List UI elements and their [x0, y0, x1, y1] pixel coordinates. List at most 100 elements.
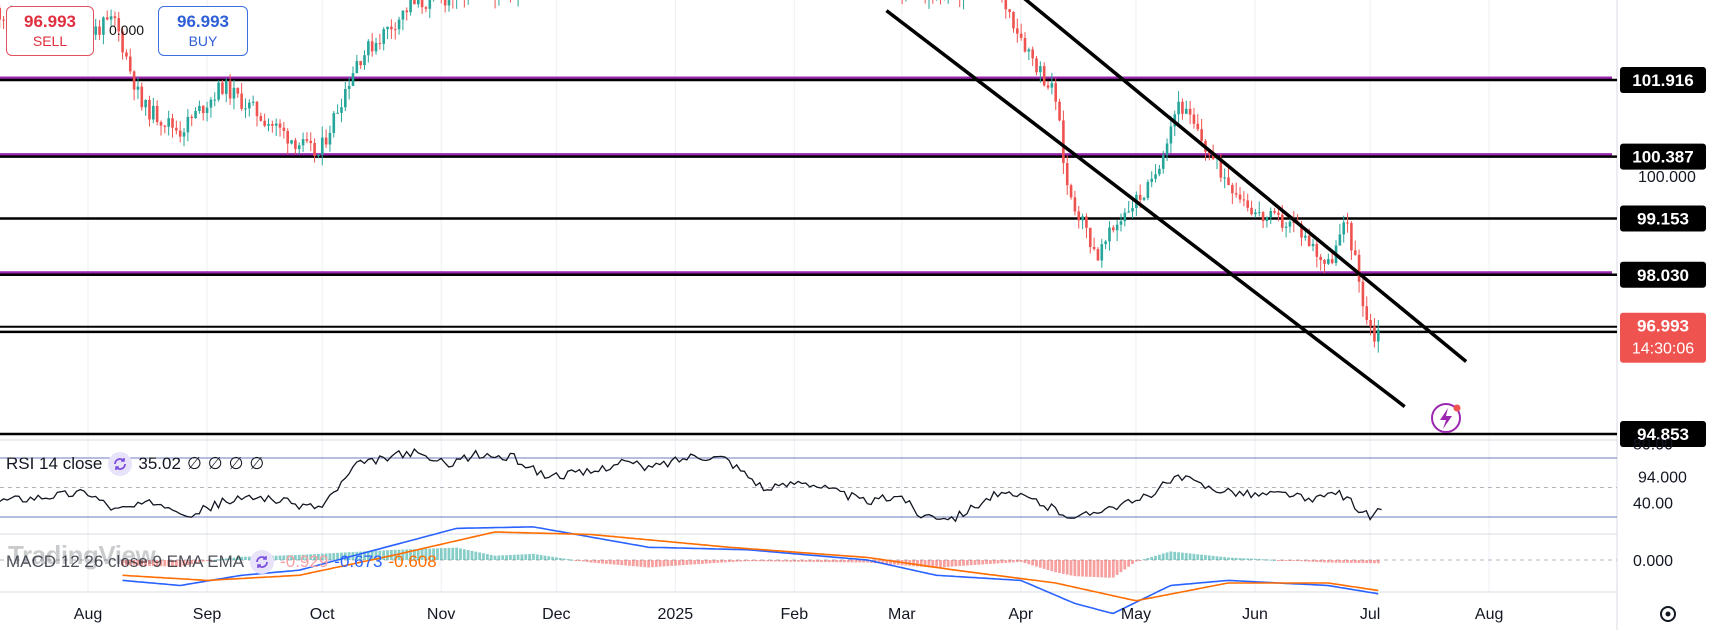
candle-body: [128, 56, 132, 72]
refresh-icon[interactable]: [108, 452, 133, 476]
macd-histogram-bar: [996, 560, 1000, 564]
candle-body: [1004, 0, 1008, 10]
macd-histogram-bar: [1138, 560, 1142, 561]
candle-body: [309, 140, 313, 144]
candle-body: [1323, 260, 1326, 264]
level-price-label: 100.387: [1632, 148, 1693, 167]
macd-histogram-bar: [144, 560, 147, 566]
macd-histogram-bar: [766, 560, 770, 562]
gear-center: [1665, 611, 1671, 617]
macd-histogram-bar: [424, 548, 428, 560]
macd-histogram-bar: [194, 560, 197, 564]
refresh-icon[interactable]: [250, 550, 275, 574]
macd-histogram-bar: [232, 557, 236, 560]
macd-histogram-bar: [885, 560, 889, 565]
macd-histogram-bar: [1261, 559, 1265, 561]
candle-body: [1269, 211, 1273, 218]
candle-body: [1050, 83, 1054, 88]
macd-histogram-bar: [140, 560, 144, 566]
candle-body: [1330, 259, 1334, 264]
macd-histogram-bar: [1219, 556, 1223, 560]
settings-gear-icon[interactable]: [1660, 606, 1676, 622]
candle-body: [217, 82, 220, 100]
candle-body: [1373, 326, 1376, 342]
macd-histogram-bar: [662, 560, 666, 567]
candle-body: [1223, 177, 1226, 179]
candle-body: [117, 18, 121, 32]
candle-body: [105, 17, 109, 20]
macd-histogram-bar: [597, 560, 601, 564]
macd-histogram-bar: [1230, 557, 1234, 560]
candle-body: [1188, 108, 1192, 115]
macd-histogram-bar: [789, 560, 793, 562]
trendline[interactable]: [1021, 0, 1468, 363]
candle-body: [1031, 49, 1034, 59]
candle-body: [1261, 212, 1265, 221]
macd-histogram-bar: [278, 555, 282, 560]
macd-histogram-bar: [1330, 560, 1334, 563]
macd-histogram-bar: [286, 555, 290, 560]
macd-histogram-bar: [846, 560, 850, 563]
macd-histogram-bar: [405, 549, 409, 560]
candle-body: [351, 73, 355, 86]
macd-histogram-bar: [478, 552, 482, 560]
candle-body: [1181, 101, 1184, 114]
candle-body: [1131, 208, 1134, 212]
macd-histogram-bar: [1008, 560, 1011, 563]
candle-body: [1376, 329, 1380, 342]
candle-body: [94, 26, 98, 35]
macd-histogram-bar: [558, 557, 562, 560]
macd-legend[interactable]: MACD 12 26 close 9 EMA EMA -0.929 -0.673…: [6, 550, 437, 574]
candle-body: [1219, 157, 1223, 178]
trendline[interactable]: [885, 9, 1406, 408]
macd-histogram-bar: [432, 548, 435, 560]
macd-histogram-bar: [1288, 560, 1292, 561]
macd-histogram-bar: [735, 560, 739, 562]
macd-histogram-bar: [1246, 558, 1250, 560]
candle-body: [1234, 193, 1238, 195]
lightning-icon[interactable]: [1431, 403, 1461, 433]
candle-body: [228, 80, 232, 99]
candle-body: [355, 61, 359, 74]
candle-body: [1054, 83, 1058, 102]
time-tick-label: Feb: [781, 606, 809, 623]
macd-histogram-bar: [512, 554, 516, 560]
macd-histogram-bar: [190, 560, 194, 565]
macd-histogram-bar: [416, 548, 420, 560]
candle-body: [344, 89, 347, 108]
macd-histogram-bar: [677, 560, 681, 566]
level-price-label-box: [1620, 205, 1706, 232]
candle-body: [336, 112, 339, 114]
macd-histogram-bar: [850, 560, 854, 563]
candle-body: [1088, 227, 1092, 247]
macd-histogram-bar: [1131, 560, 1134, 565]
candle-body: [1165, 143, 1169, 156]
candle-body: [1012, 11, 1015, 29]
sell-price: 96.993: [24, 12, 76, 31]
macd-histogram-bar: [174, 560, 178, 567]
candle-body: [290, 140, 293, 144]
macd-histogram-bar: [1284, 560, 1288, 561]
buy-button[interactable]: 96.993 BUY: [158, 6, 248, 56]
macd-histogram-bar: [1161, 553, 1165, 560]
macd-histogram-bar: [889, 560, 892, 565]
macd-histogram-bar: [604, 560, 608, 564]
level-price-label: 98.030: [1637, 266, 1689, 285]
sell-button[interactable]: 96.993 SELL: [6, 6, 94, 56]
macd-histogram-bar: [720, 560, 723, 563]
candle-body: [248, 102, 251, 109]
candle-body: [1357, 254, 1361, 282]
candle-body: [221, 82, 224, 94]
time-axis: Aug Sep Oct Nov Dec 2025 Feb Mar Apr May Jun Jul Aug: [74, 606, 1676, 623]
rsi-legend[interactable]: RSI 14 close 35.02 ∅ ∅ ∅ ∅: [6, 452, 264, 476]
macd-histogram-bar: [1292, 560, 1296, 561]
rsi-tick-label: 80.00: [1633, 436, 1673, 453]
macd-histogram-bar: [547, 556, 551, 560]
macd-histogram-bar: [689, 560, 693, 565]
rsi-value: 35.02: [138, 454, 181, 473]
candle-body: [305, 139, 309, 141]
candle-body: [1019, 33, 1023, 38]
candle-body: [320, 137, 324, 155]
